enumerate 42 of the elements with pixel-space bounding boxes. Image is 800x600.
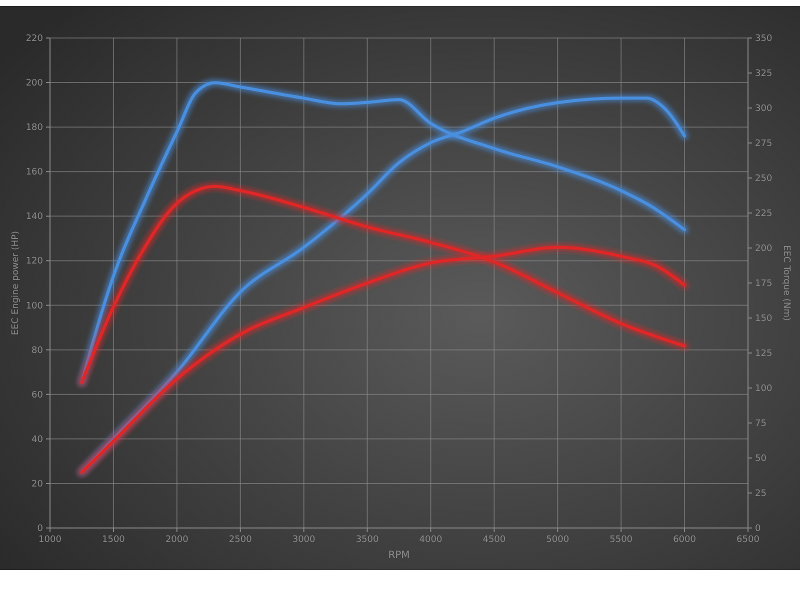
y2-tick-label: 175 <box>755 279 772 289</box>
x-tick-label: 1000 <box>38 535 62 545</box>
y-tick-label: 180 <box>26 123 44 134</box>
x-tick-label: 4000 <box>419 535 442 545</box>
y2-tick-label: 275 <box>755 139 772 149</box>
y-tick-label: 200 <box>26 78 44 89</box>
y2-tick-label: 300 <box>755 104 772 114</box>
x-tick-label: 2500 <box>228 535 252 545</box>
y2-tick-label: 325 <box>755 69 772 79</box>
x-tick-label: 5000 <box>546 535 570 545</box>
x-tick-label: 6500 <box>736 535 760 545</box>
y-tick-label: 120 <box>26 256 44 267</box>
y2-tick-label: 250 <box>755 174 772 184</box>
y2-tick-label: 125 <box>755 349 772 359</box>
y-tick-label: 220 <box>26 34 44 44</box>
y-tick-label: 40 <box>32 434 44 445</box>
x-tick-label: 2000 <box>165 535 189 545</box>
y-tick-label: 100 <box>26 301 44 312</box>
x-tick-label: 3000 <box>292 535 316 545</box>
y-tick-label: 20 <box>32 479 44 490</box>
y2-tick-label: 100 <box>755 384 772 394</box>
y2-tick-label: 75 <box>755 419 766 429</box>
y2-tick-label: 200 <box>755 244 772 254</box>
y2-tick-label: 0 <box>755 524 761 534</box>
x-tick-label: 4500 <box>482 535 506 545</box>
y2-tick-label: 350 <box>755 34 772 44</box>
x-tick-label: 1500 <box>102 535 126 545</box>
y-tick-label: 0 <box>37 524 44 534</box>
y2-tick-label: 150 <box>755 314 772 324</box>
y-axis-title: EEC Engine power (HP) <box>11 230 21 336</box>
y-tick-label: 80 <box>32 346 44 356</box>
y-tick-label: 140 <box>26 212 44 222</box>
y-tick-label: 60 <box>32 390 44 400</box>
y2-tick-label: 50 <box>755 454 767 464</box>
x-tick-label: 5500 <box>610 535 633 545</box>
x-axis-title: RPM <box>388 550 410 561</box>
y-tick-label: 160 <box>26 168 44 178</box>
y2-axis-title: EEC Torque (Nm) <box>781 245 791 321</box>
x-tick-label: 3500 <box>356 535 379 545</box>
x-tick-label: 6000 <box>673 535 696 545</box>
y2-tick-label: 25 <box>755 489 766 499</box>
y2-tick-label: 225 <box>755 209 772 219</box>
